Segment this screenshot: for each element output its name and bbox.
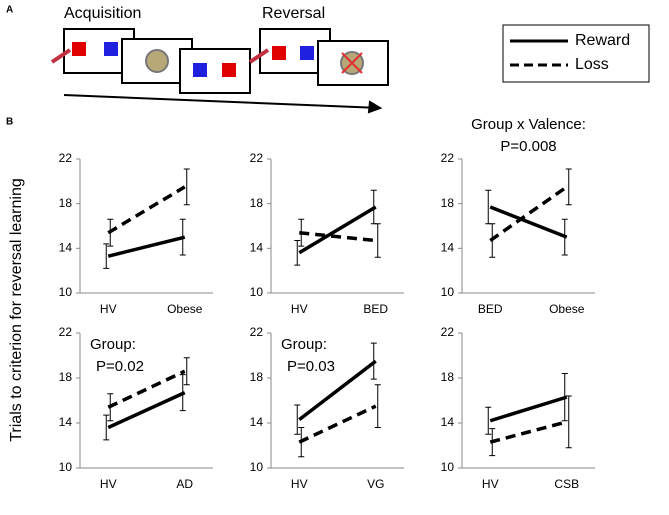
x-tick-label: VG xyxy=(367,477,384,491)
y-tick-label: 10 xyxy=(441,460,455,474)
series-line xyxy=(489,205,568,239)
annotation: P=0.008 xyxy=(500,138,556,155)
legend-label: Loss xyxy=(575,56,609,73)
y-tick-label: 18 xyxy=(59,196,73,210)
error-bar xyxy=(565,168,572,206)
y-tick-label: 22 xyxy=(59,151,73,165)
error-bar xyxy=(565,395,572,449)
error-bar xyxy=(561,218,568,256)
y-tick-label: 18 xyxy=(250,196,264,210)
x-tick-label: Obese xyxy=(549,302,585,316)
error-bar xyxy=(179,374,186,412)
error-bar xyxy=(489,223,496,258)
error-bar xyxy=(298,218,305,247)
error-bar xyxy=(374,223,381,258)
series-line xyxy=(107,185,186,235)
error-bar xyxy=(370,342,377,380)
y-tick-label: 10 xyxy=(250,285,264,299)
series-line xyxy=(298,359,377,422)
x-tick-label: HV xyxy=(100,302,117,316)
error-bar xyxy=(370,189,377,225)
error-bar xyxy=(103,243,110,269)
error-bar xyxy=(485,406,492,435)
error-bar xyxy=(183,168,190,206)
y-tick-label: 18 xyxy=(441,370,455,384)
y-tick-label: 10 xyxy=(441,285,455,299)
series-line xyxy=(107,391,186,430)
y-tick-label: 14 xyxy=(59,241,73,255)
y-tick-label: 22 xyxy=(250,325,264,339)
x-tick-label: BED xyxy=(363,302,388,316)
error-bar xyxy=(294,404,301,435)
y-tick-label: 22 xyxy=(59,325,73,339)
x-tick-label: HV xyxy=(291,477,308,491)
y-tick-label: 10 xyxy=(59,285,73,299)
series-line xyxy=(107,369,186,409)
y-tick-label: 14 xyxy=(59,415,73,429)
x-tick-label: HV xyxy=(482,477,499,491)
error-bar xyxy=(294,240,301,266)
x-tick-label: BED xyxy=(478,302,503,316)
y-tick-label: 14 xyxy=(250,415,264,429)
series-line xyxy=(489,395,568,423)
series-line xyxy=(298,205,377,255)
error-bar xyxy=(561,373,568,422)
phase-label: Acquisition xyxy=(64,5,141,22)
series-line xyxy=(107,235,186,258)
annotation: Group: xyxy=(90,336,136,353)
x-tick-label: Obese xyxy=(167,302,203,316)
y-tick-label: 14 xyxy=(441,241,455,255)
y-tick-label: 18 xyxy=(250,370,264,384)
y-tick-label: 10 xyxy=(250,460,264,474)
phase-label: Reversal xyxy=(262,5,325,22)
y-tick-label: 14 xyxy=(441,415,455,429)
series-line xyxy=(298,404,377,444)
y-tick-label: 22 xyxy=(441,151,455,165)
legend-label: Reward xyxy=(575,32,630,49)
error-bar xyxy=(103,414,110,441)
annotation: P=0.03 xyxy=(287,358,335,375)
task-diagram xyxy=(50,28,389,114)
error-bar xyxy=(107,218,114,247)
panel-label: B xyxy=(6,117,13,128)
y-tick-label: 10 xyxy=(59,460,73,474)
x-tick-label: HV xyxy=(291,302,308,316)
y-axis-label: Trials to criterion for reversal learnin… xyxy=(8,178,25,442)
error-bar xyxy=(298,427,305,458)
x-tick-label: AD xyxy=(176,477,193,491)
y-tick-label: 18 xyxy=(441,196,455,210)
y-tick-label: 22 xyxy=(441,325,455,339)
error-bar xyxy=(183,357,190,386)
series-line xyxy=(299,230,376,243)
error-bar xyxy=(374,384,381,428)
x-tick-label: HV xyxy=(100,477,117,491)
annotation: Group x Valence: xyxy=(471,116,586,133)
error-bar xyxy=(489,428,496,457)
legend-box xyxy=(502,24,650,83)
series-line xyxy=(489,420,568,444)
y-tick-label: 18 xyxy=(59,370,73,384)
error-bar xyxy=(179,218,186,256)
annotation: P=0.02 xyxy=(96,358,144,375)
error-bar xyxy=(107,393,114,422)
panel-label: A xyxy=(6,5,13,16)
annotation: Group: xyxy=(281,336,327,353)
x-tick-label: CSB xyxy=(554,477,579,491)
y-tick-label: 14 xyxy=(250,241,264,255)
y-tick-label: 22 xyxy=(250,151,264,165)
